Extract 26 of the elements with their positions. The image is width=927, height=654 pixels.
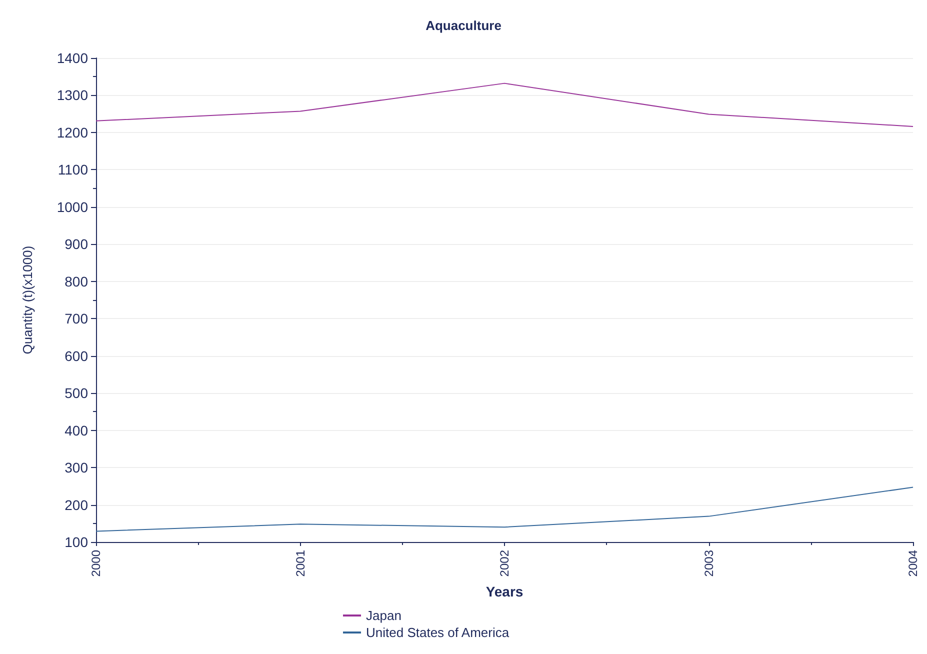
- y-tick-label: 300: [64, 460, 88, 476]
- line-series: [96, 82, 914, 128]
- y-tick-label: 1000: [56, 198, 88, 215]
- x-axis-title: Years: [486, 584, 524, 600]
- y-tick-label: 900: [64, 236, 88, 252]
- chart-title: Aquaculture: [426, 18, 502, 33]
- line-series: [96, 486, 914, 532]
- y-tick-label: 700: [64, 310, 88, 327]
- y-tick-label: 600: [64, 348, 88, 364]
- y-axis-title: Quantity (t)(x1000): [20, 246, 35, 354]
- y-tick-label: 500: [64, 385, 88, 402]
- x-tick-label: 2000: [89, 550, 103, 577]
- y-tick-label: 200: [64, 496, 88, 513]
- legend-label: United States of America: [366, 625, 510, 640]
- x-tick-label: 2003: [702, 550, 716, 577]
- y-tick-label: 1200: [56, 124, 88, 140]
- y-tick-label: 1100: [58, 162, 88, 178]
- y-tick-label: 800: [64, 273, 88, 290]
- y-tick-label: 100: [64, 534, 88, 550]
- legend-label: Japan: [366, 608, 402, 623]
- y-tick-label: 400: [64, 422, 88, 438]
- y-tick-label: 1300: [56, 87, 88, 104]
- y-tick-label: 1400: [56, 50, 88, 66]
- x-tick-label: 2002: [498, 550, 512, 577]
- x-tick-label: 2004: [906, 550, 920, 577]
- x-tick-label: 2001: [293, 550, 308, 577]
